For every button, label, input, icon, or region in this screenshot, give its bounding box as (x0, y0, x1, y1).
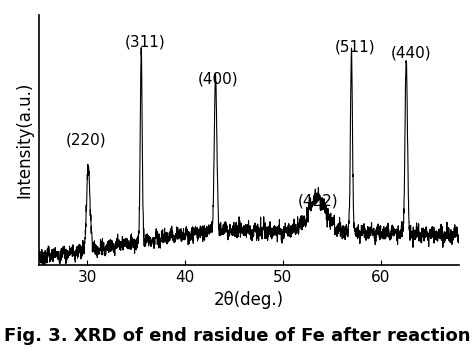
Y-axis label: Intensity(a.u.): Intensity(a.u.) (15, 82, 33, 199)
Text: (422): (422) (298, 194, 338, 209)
Text: Fig. 3. XRD of end rasidue of Fe after reaction: Fig. 3. XRD of end rasidue of Fe after r… (4, 327, 470, 345)
X-axis label: 2θ(deg.): 2θ(deg.) (214, 291, 284, 309)
Text: (511): (511) (335, 39, 375, 54)
Text: (220): (220) (66, 133, 107, 148)
Text: (311): (311) (125, 35, 165, 50)
Text: (440): (440) (391, 46, 431, 61)
Text: (400): (400) (198, 72, 238, 87)
